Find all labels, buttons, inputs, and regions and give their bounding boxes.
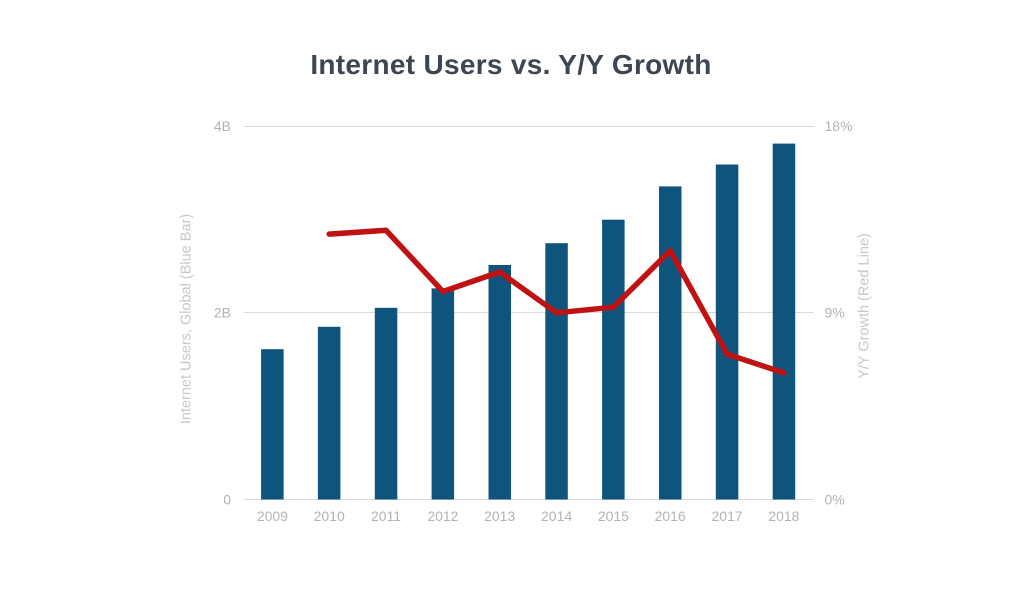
svg-text:2014: 2014: [541, 508, 572, 524]
svg-text:2009: 2009: [257, 508, 288, 524]
svg-text:0%: 0%: [825, 491, 845, 507]
svg-text:2017: 2017: [712, 508, 743, 524]
svg-text:2018: 2018: [768, 508, 799, 524]
svg-text:Y/Y Growth (Red Line): Y/Y Growth (Red Line): [857, 233, 873, 379]
svg-text:2015: 2015: [598, 508, 629, 524]
svg-text:2011: 2011: [371, 508, 401, 524]
svg-text:4B: 4B: [214, 118, 231, 134]
svg-text:2010: 2010: [314, 508, 345, 524]
svg-text:2013: 2013: [484, 508, 515, 524]
svg-text:0: 0: [223, 491, 231, 507]
svg-text:2B: 2B: [214, 305, 231, 321]
svg-text:2016: 2016: [655, 508, 686, 524]
svg-text:9%: 9%: [825, 305, 845, 321]
svg-text:18%: 18%: [825, 118, 853, 134]
svg-text:Internet Users, Global (Blue B: Internet Users, Global (Blue Bar): [179, 214, 195, 424]
svg-text:2012: 2012: [427, 508, 458, 524]
svg-text:Internet Users vs. Y/Y Growth: Internet Users vs. Y/Y Growth: [310, 49, 711, 80]
